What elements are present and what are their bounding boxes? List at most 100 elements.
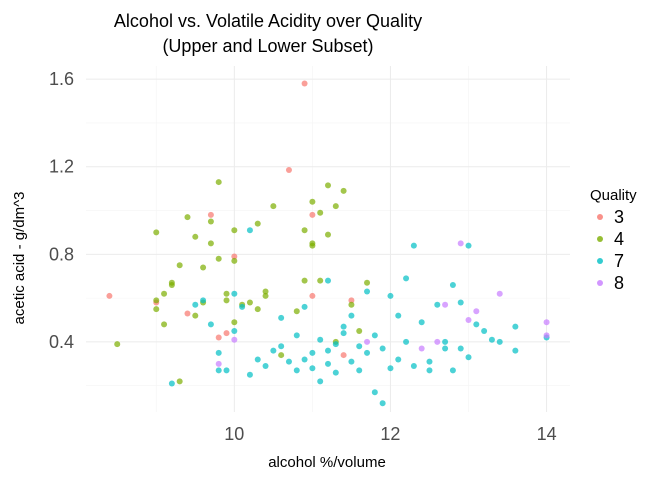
data-point [356, 367, 363, 374]
y-tick-label: 0.4 [49, 332, 74, 352]
legend-label: 3 [614, 207, 624, 227]
data-point [207, 321, 214, 328]
data-point [270, 347, 277, 354]
data-point [317, 209, 324, 216]
data-point [442, 338, 449, 345]
data-point [176, 262, 183, 269]
grid-lines [86, 66, 570, 412]
data-point [207, 218, 214, 225]
data-point [293, 332, 300, 339]
data-point [340, 323, 347, 330]
data-point [184, 310, 191, 317]
data-point [340, 352, 347, 359]
data-point [512, 347, 519, 354]
data-point [285, 167, 292, 174]
data-point [278, 314, 285, 321]
data-point [192, 312, 199, 319]
data-point [309, 211, 316, 218]
data-point [301, 277, 308, 284]
data-point [254, 306, 261, 313]
data-point [418, 345, 425, 352]
data-point [246, 371, 253, 378]
data-point [231, 227, 238, 234]
data-point [387, 292, 394, 299]
data-point [176, 378, 183, 385]
data-point [200, 297, 207, 304]
data-point [309, 292, 316, 299]
data-point [379, 345, 386, 352]
data-point [262, 292, 269, 299]
data-point [254, 356, 261, 363]
data-point [426, 358, 433, 365]
title-line-2: (Upper and Lower Subset) [162, 36, 373, 56]
y-tick-label: 1.6 [49, 69, 74, 89]
data-point [332, 203, 339, 210]
data-point [309, 365, 316, 372]
x-tick-label: 12 [380, 424, 400, 444]
data-point [496, 290, 503, 297]
legend-key [597, 214, 603, 220]
legend-key [597, 236, 603, 242]
data-point [395, 356, 402, 363]
title-line-1: Alcohol vs. Volatile Acidity over Qualit… [114, 11, 422, 31]
data-point [262, 363, 269, 370]
data-point [317, 277, 324, 284]
data-point [223, 330, 230, 337]
data-point [192, 301, 199, 308]
data-point [457, 345, 464, 352]
data-point [168, 279, 175, 286]
data-point [215, 334, 222, 341]
data-point [262, 288, 269, 295]
data-point [239, 303, 246, 310]
data-point [348, 297, 355, 304]
data-point [215, 367, 222, 374]
data-point [153, 229, 160, 236]
data-point [481, 327, 488, 334]
data-point [325, 277, 331, 284]
data-point [106, 292, 113, 299]
data-point [371, 332, 378, 339]
data-point [161, 321, 168, 328]
data-point [184, 214, 191, 221]
data-point [254, 220, 261, 227]
data-point [246, 299, 253, 306]
data-point [325, 182, 331, 189]
data-point [496, 338, 503, 345]
data-point [340, 187, 347, 194]
tick-labels: 10 12 14 0.4 0.8 1.2 1.6 [49, 69, 557, 444]
data-point [223, 290, 230, 297]
data-point [457, 240, 464, 247]
data-point [231, 327, 238, 334]
data-point [403, 338, 410, 345]
data-point [348, 358, 355, 365]
data-point [161, 290, 168, 297]
data-point [231, 253, 238, 260]
legend-label: 4 [614, 229, 624, 249]
legend-title: Quality [590, 187, 637, 204]
data-point [543, 332, 550, 339]
data-point [231, 319, 238, 326]
data-point [317, 336, 324, 343]
data-point [434, 338, 441, 345]
data-point [325, 360, 331, 367]
data-point [325, 347, 331, 354]
data-point [410, 363, 417, 370]
data-point [293, 367, 300, 374]
data-point [403, 275, 410, 282]
data-point [285, 358, 292, 365]
data-point [207, 211, 214, 218]
data-point [278, 352, 285, 359]
x-tick-label: 10 [224, 424, 244, 444]
data-point [364, 288, 371, 295]
data-point [449, 367, 456, 374]
data-point [246, 227, 253, 234]
data-point [442, 345, 449, 352]
data-point [465, 242, 472, 249]
data-point [465, 354, 472, 361]
data-point [356, 327, 363, 334]
data-point [364, 338, 371, 345]
x-tick-label: 14 [537, 424, 557, 444]
data-point [200, 264, 207, 271]
